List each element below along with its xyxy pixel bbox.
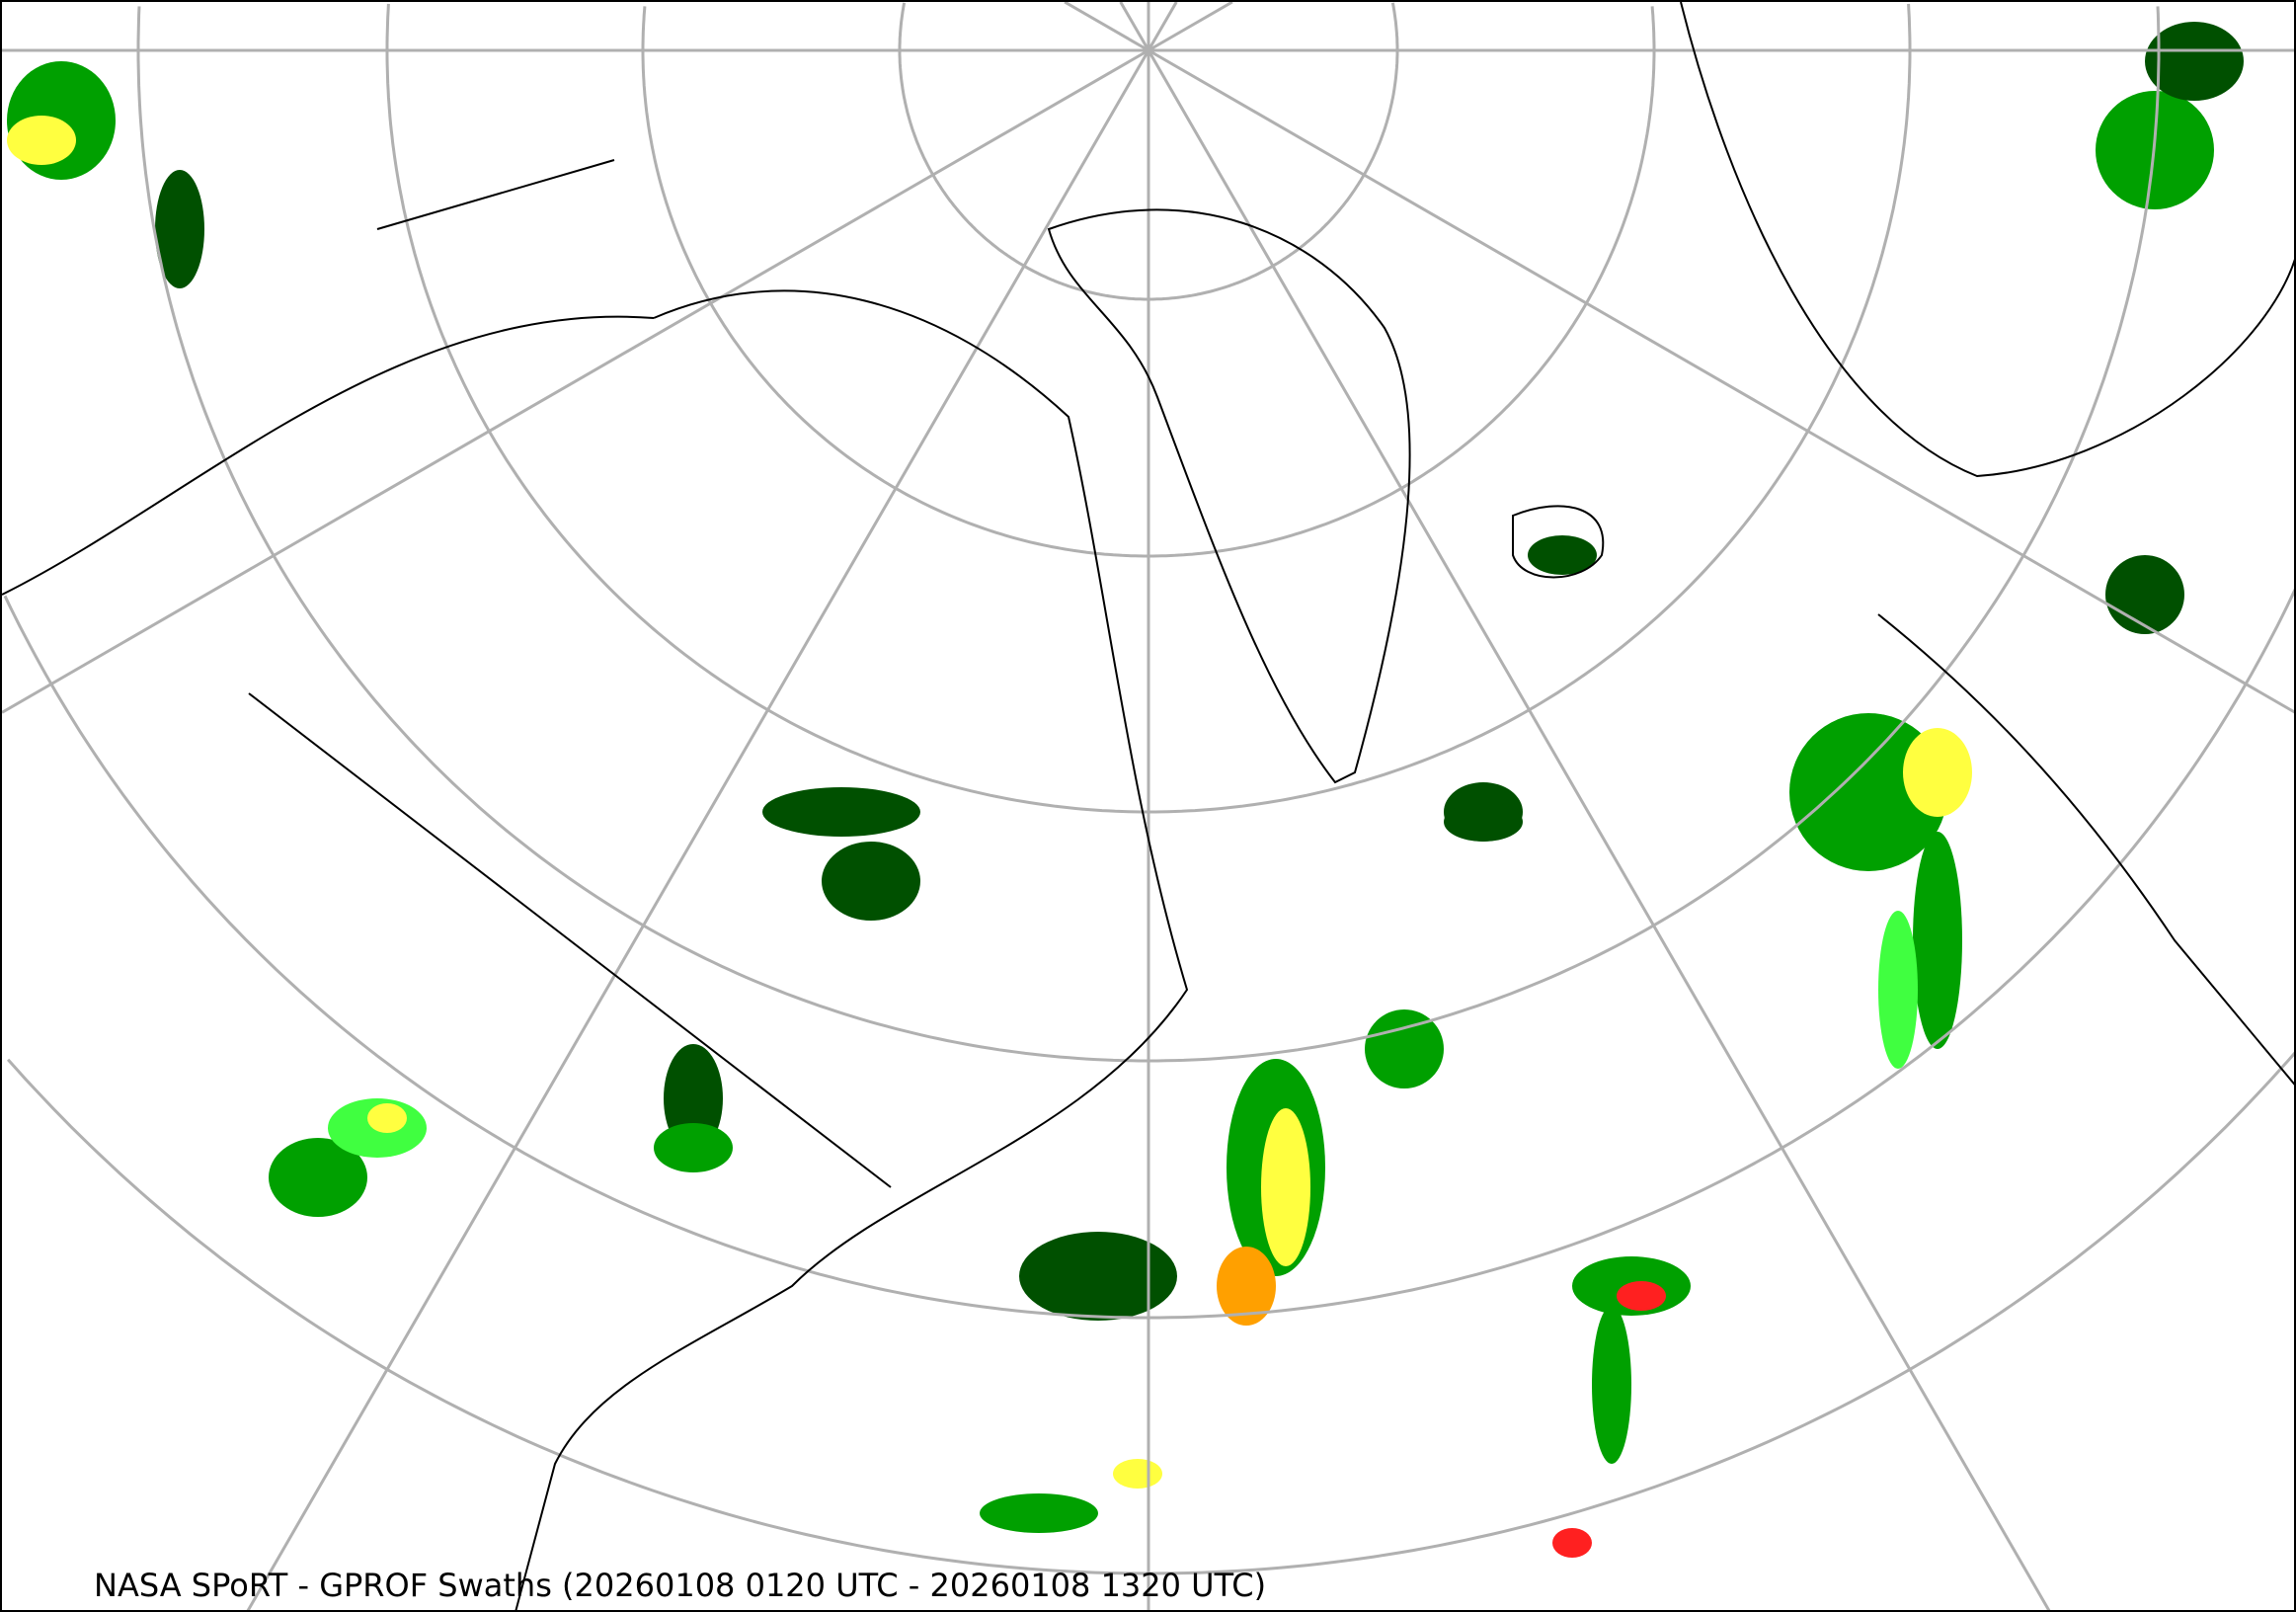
meridian-line	[1148, 48, 2294, 714]
precip-area	[762, 787, 920, 837]
meridian-line	[1119, 2, 1150, 51]
precip-area	[1444, 802, 1523, 842]
precip-area	[1878, 911, 1918, 1069]
coastline	[1512, 505, 1605, 579]
border-line	[248, 692, 892, 1188]
meridian-line	[1148, 2, 1233, 52]
precip-area	[822, 842, 920, 921]
precip-area	[980, 1493, 1098, 1533]
meridian-line	[1147, 2, 1178, 51]
coastline	[1680, 2, 2294, 478]
precip-area	[654, 1123, 733, 1172]
precip-area	[1592, 1306, 1631, 1464]
coastline	[2, 289, 1189, 1610]
precip-area	[2145, 22, 2244, 101]
precip-area	[1261, 1108, 1310, 1266]
precip-area	[1552, 1528, 1592, 1558]
precip-area	[1913, 832, 1962, 1049]
precip-area	[1528, 535, 1597, 575]
meridian-line	[246, 49, 1150, 1610]
precip-area	[155, 170, 204, 288]
latitude-circle	[898, 2, 1399, 301]
border-line	[376, 159, 615, 230]
latitude-circle	[641, 6, 1656, 558]
precip-area	[1903, 728, 1972, 817]
coastline	[1877, 613, 2294, 1086]
precip-area	[1217, 1247, 1276, 1326]
precip-area	[367, 1103, 407, 1133]
latitude-circle	[385, 3, 1912, 814]
coastline	[1047, 208, 1411, 784]
meridian-line	[1064, 2, 1149, 52]
precip-area	[7, 116, 76, 165]
latitude-circle	[6, 1051, 2294, 1575]
precip-area	[2105, 555, 2184, 634]
precip-area	[1365, 1009, 1444, 1088]
precip-area	[1617, 1281, 1666, 1311]
meridian-line	[2, 48, 1149, 714]
meridian-line	[1147, 49, 2051, 1610]
precip-area	[269, 1138, 367, 1217]
map-caption: NASA SPoRT - GPROF Swaths (20260108 0120…	[94, 1567, 1267, 1604]
precip-area	[1019, 1232, 1177, 1321]
latitude-circle	[3, 588, 2294, 1320]
precip-area	[1113, 1459, 1162, 1489]
